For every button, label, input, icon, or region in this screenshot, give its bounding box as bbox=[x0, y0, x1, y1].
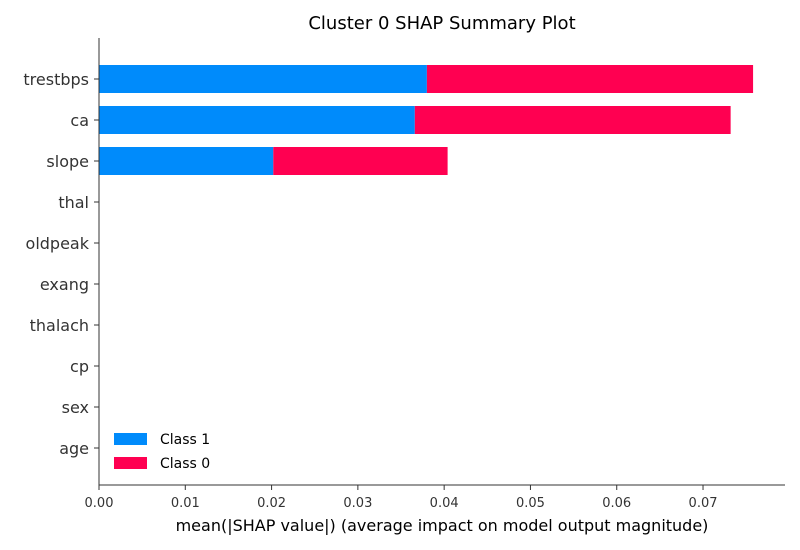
y-tick-label-exang: exang bbox=[40, 275, 89, 294]
x-tick-label: 0.00 bbox=[85, 496, 114, 511]
y-tick-label-oldpeak: oldpeak bbox=[26, 234, 90, 253]
bars-group bbox=[99, 65, 754, 175]
x-tick-label: 0.05 bbox=[516, 496, 545, 511]
chart-title: Cluster 0 SHAP Summary Plot bbox=[308, 13, 575, 34]
x-tick-label: 0.06 bbox=[602, 496, 631, 511]
bar-slope-class-0 bbox=[273, 147, 448, 175]
x-axis-label: mean(|SHAP value|) (average impact on mo… bbox=[176, 516, 709, 535]
legend-label-class-1: Class 1 bbox=[160, 432, 210, 448]
y-tick-label-sex: sex bbox=[62, 398, 89, 417]
y-tick-label-thalach: thalach bbox=[30, 316, 89, 335]
y-tick-label-age: age bbox=[59, 439, 89, 458]
bar-slope-class-1 bbox=[99, 147, 274, 175]
y-tick-label-trestbps: trestbps bbox=[23, 70, 89, 89]
x-tick-label: 0.04 bbox=[430, 496, 459, 511]
y-tick-label-ca: ca bbox=[70, 111, 89, 130]
y-tick-label-slope: slope bbox=[46, 152, 89, 171]
y-axis-ticks: trestbps ca slope thal oldpeak exang thalach cp… bbox=[23, 70, 99, 458]
legend-swatch-class-1 bbox=[114, 433, 147, 445]
bar-ca-class-0 bbox=[414, 106, 731, 134]
x-axis-ticks: 0.00 0.01 0.02 0.03 0.04 0.05 0.06 0.07 bbox=[85, 485, 718, 511]
x-tick-label: 0.03 bbox=[343, 496, 372, 511]
y-tick-label-thal: thal bbox=[58, 193, 89, 212]
bar-trestbps-class-0 bbox=[426, 65, 754, 93]
x-tick-label: 0.02 bbox=[257, 496, 286, 511]
bar-ca-class-1 bbox=[99, 106, 415, 134]
y-tick-label-cp: cp bbox=[70, 357, 89, 376]
legend: Class 1 Class 0 bbox=[114, 432, 210, 472]
legend-swatch-class-0 bbox=[114, 457, 147, 469]
legend-label-class-0: Class 0 bbox=[160, 456, 210, 472]
bar-trestbps-class-1 bbox=[99, 65, 427, 93]
x-tick-label: 0.01 bbox=[171, 496, 200, 511]
x-tick-label: 0.07 bbox=[689, 496, 718, 511]
